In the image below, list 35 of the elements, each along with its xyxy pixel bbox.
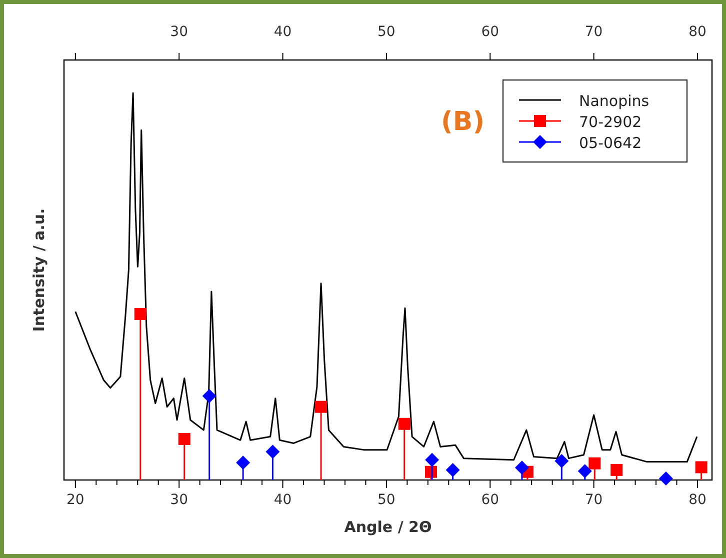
x-tick-label: 40 [274, 492, 292, 508]
x-tick-label: 30 [170, 492, 188, 508]
point [134, 308, 146, 320]
x-tick-label: 60 [481, 492, 500, 508]
point [236, 456, 250, 470]
x2-tick-label: 60 [481, 24, 500, 40]
x-tick-label: 50 [378, 492, 396, 508]
point [178, 432, 190, 445]
x-tick-label: 80 [688, 492, 706, 508]
x-tick-label: 70 [584, 492, 603, 508]
annotation: (B) [441, 107, 485, 137]
legend-label: 70-2902 [579, 113, 642, 131]
legend-label: 05-0642 [579, 134, 642, 152]
x2-tick-label: 50 [378, 24, 396, 40]
y-axis-title: Intensity / a.u. [30, 208, 48, 332]
point [446, 462, 460, 477]
x-axis-title: Angle / 2Θ [344, 518, 432, 536]
point [398, 418, 410, 430]
legend-label: Nanopins [579, 92, 650, 110]
point [695, 461, 708, 474]
point [315, 400, 328, 413]
point [578, 464, 592, 478]
x2-tick-label: 40 [274, 24, 292, 40]
point [588, 457, 601, 470]
x2-tick-label: 70 [584, 24, 603, 40]
x2-tick-label: 30 [170, 24, 188, 40]
point [425, 452, 440, 467]
x2-tick-label: 80 [688, 24, 706, 40]
point [202, 389, 216, 404]
x-tick-label: 20 [66, 492, 84, 508]
point [610, 464, 623, 476]
point [266, 444, 280, 459]
point [554, 454, 569, 468]
point [514, 460, 529, 475]
point [658, 471, 673, 486]
